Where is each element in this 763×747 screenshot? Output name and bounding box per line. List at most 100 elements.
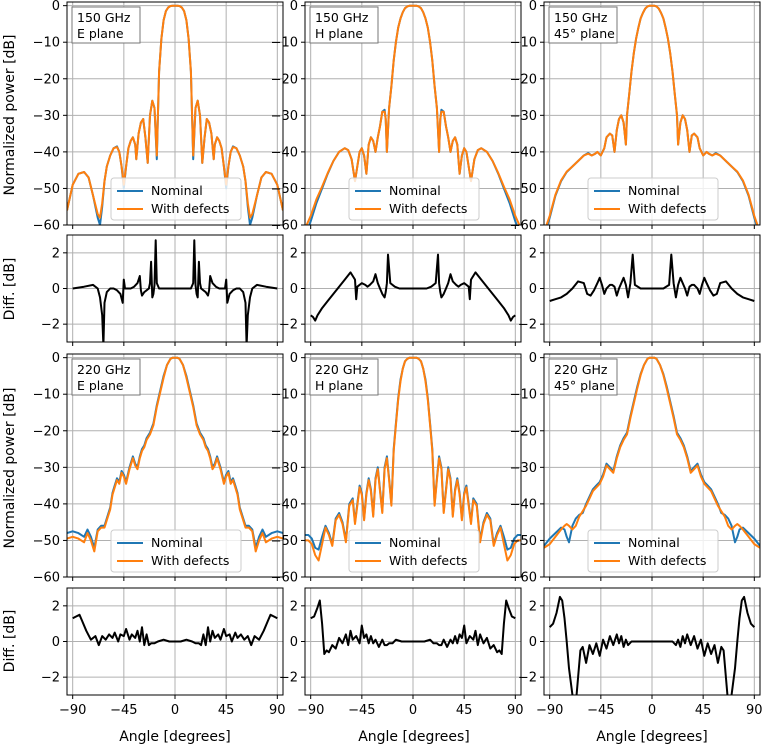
ytick-label: −30 <box>33 109 60 124</box>
legend: Nominal With defects <box>348 529 480 573</box>
ytick-label: 0 <box>52 282 60 297</box>
ytick-label: −2 <box>518 318 537 333</box>
xtick-label: −90 <box>59 703 86 718</box>
ylabel-diff-row2: Diff. [dB] <box>2 610 18 673</box>
ytick-label: −30 <box>33 461 60 476</box>
ytick-label: −10 <box>33 36 60 51</box>
series-line-with-defects <box>305 4 521 225</box>
plot-area <box>310 253 516 322</box>
ytick-label: −20 <box>510 72 537 87</box>
ytick-label: −60 <box>510 571 537 586</box>
xtick-label: 45 <box>218 703 235 718</box>
plot-area <box>72 613 278 647</box>
legend: Nominal With defects <box>110 529 242 573</box>
ytick-label: −2 <box>41 318 60 333</box>
panel-freq-label: 150 GHz <box>77 10 131 25</box>
ytick-label: −50 <box>33 534 60 549</box>
panel-220-45-diff: 2 0 −2 −90 −45 0 45 90 <box>518 587 763 718</box>
ytick-label: −20 <box>33 72 60 87</box>
ytick-label: −30 <box>271 461 298 476</box>
xlabel-col2: Angle [degrees] <box>358 729 470 745</box>
series-line-with-defects <box>67 4 283 219</box>
legend-label-defects: With defects <box>151 201 229 216</box>
ytick-label: 0 <box>290 0 298 14</box>
panel-freq-label: 220 GHz <box>77 362 131 377</box>
panel-freq-label: 150 GHz <box>554 10 608 25</box>
series-line-diff <box>310 253 516 322</box>
xtick-label: −45 <box>587 703 614 718</box>
ytick-label: 0 <box>52 351 60 366</box>
ytick-label: −50 <box>271 534 298 549</box>
ytick-label: −2 <box>279 318 298 333</box>
plot-area <box>72 239 278 342</box>
legend-label-nominal: Nominal <box>151 535 203 550</box>
plot-area <box>310 599 516 655</box>
xtick-label: −90 <box>536 703 563 718</box>
ytick-label: −20 <box>33 424 60 439</box>
ytick-label: −50 <box>271 182 298 197</box>
ytick-label: −40 <box>510 497 537 512</box>
xtick-label: 45 <box>456 703 473 718</box>
panel-plane-label: 45° plane <box>554 26 615 41</box>
ytick-label: −60 <box>33 571 60 586</box>
panel-freq-label: 220 GHz <box>554 362 608 377</box>
panel-plane-label: E plane <box>77 378 124 393</box>
series-line-with-defects <box>544 356 760 549</box>
ytick-label: 0 <box>529 0 537 14</box>
legend-label-defects: With defects <box>628 553 706 568</box>
ytick-label: −40 <box>271 145 298 160</box>
ytick-label: 0 <box>529 635 537 650</box>
xtick-label: 45 <box>695 703 712 718</box>
series-line-diff <box>72 613 278 647</box>
ytick-label: −20 <box>271 72 298 87</box>
panel-plane-label: E plane <box>77 26 124 41</box>
ytick-label: 0 <box>529 282 537 297</box>
xtick-label: 90 <box>269 703 286 718</box>
ytick-label: −20 <box>510 424 537 439</box>
xtick-label: 90 <box>507 703 524 718</box>
panel-label-box <box>309 358 379 396</box>
plot-area <box>548 595 756 695</box>
ytick-label: 2 <box>529 246 537 261</box>
panel-150-45-diff: 2 0 −2 <box>518 234 761 346</box>
plot-area <box>544 356 760 549</box>
legend: Nominal With defects <box>348 177 480 221</box>
xtick-label: 90 <box>746 703 763 718</box>
series-line-with-defects <box>305 356 521 562</box>
ylabel-diff-row1: Diff. [dB] <box>2 258 18 321</box>
ytick-label: 2 <box>529 599 537 614</box>
legend: Nominal With defects <box>587 529 719 573</box>
xtick-label: −45 <box>348 703 375 718</box>
ytick-label: −2 <box>41 671 60 686</box>
ytick-label: −40 <box>510 145 537 160</box>
legend-label-nominal: Nominal <box>628 535 680 550</box>
panel-label-box <box>71 358 141 396</box>
series-line-diff <box>549 253 755 302</box>
legend-box <box>587 177 719 221</box>
ytick-label: −30 <box>271 109 298 124</box>
panel-freq-label: 220 GHz <box>315 362 369 377</box>
legend-label-defects: With defects <box>151 553 229 568</box>
ytick-label: −50 <box>510 534 537 549</box>
legend-label-nominal: Nominal <box>151 183 203 198</box>
panel-label-box <box>71 6 141 44</box>
ytick-label: −10 <box>271 36 298 51</box>
ytick-label: −10 <box>510 388 537 403</box>
ytick-label: −50 <box>33 182 60 197</box>
xtick-label: 0 <box>648 703 656 718</box>
ytick-label: −40 <box>271 497 298 512</box>
legend: Nominal With defects <box>110 177 242 221</box>
ylabel-row1: Normalized power [dB] <box>2 35 18 196</box>
ytick-label: 0 <box>290 635 298 650</box>
plot-area <box>305 356 521 562</box>
legend-box <box>348 177 480 221</box>
series-line-with-defects <box>545 4 759 225</box>
legend-box <box>348 529 480 573</box>
legend-label-nominal: Nominal <box>389 535 441 550</box>
ytick-label: 2 <box>290 599 298 614</box>
